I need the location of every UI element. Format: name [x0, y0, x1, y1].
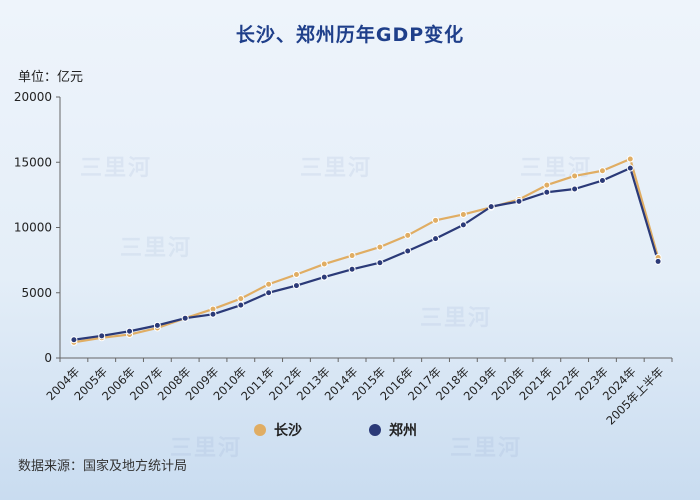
- series-line-changsha: [73, 157, 660, 344]
- data-point-changsha: [404, 231, 412, 239]
- data-point-zhengzhou: [237, 301, 245, 309]
- series-line-zhengzhou: [73, 167, 660, 341]
- data-point-zhengzhou: [265, 289, 273, 297]
- chart-title: 长沙、郑州历年GDP变化: [235, 24, 465, 46]
- data-point-zhengzhou: [153, 321, 161, 329]
- data-point-zhengzhou: [376, 259, 384, 267]
- y-tick-label: 10000: [14, 221, 52, 235]
- watermark: 三里河: [120, 236, 193, 261]
- data-point-zhengzhou: [126, 327, 134, 335]
- watermark: 三里河: [520, 156, 593, 181]
- unit-label: 单位：亿元: [18, 70, 84, 85]
- y-tick-label: 20000: [14, 90, 52, 104]
- legend-marker-changsha: [254, 424, 266, 436]
- data-point-changsha: [292, 270, 300, 278]
- data-point-zhengzhou: [487, 203, 495, 211]
- data-point-zhengzhou: [209, 310, 217, 318]
- data-point-zhengzhou: [459, 221, 467, 229]
- data-point-zhengzhou: [571, 185, 579, 193]
- data-point-zhengzhou: [292, 282, 300, 290]
- y-tick-label: 5000: [21, 286, 52, 300]
- data-point-changsha: [376, 243, 384, 251]
- data-point-changsha: [432, 216, 440, 224]
- data-point-changsha: [543, 181, 551, 189]
- data-point-changsha: [571, 172, 579, 180]
- data-point-changsha: [265, 280, 273, 288]
- data-point-changsha: [459, 210, 467, 218]
- data-point-zhengzhou: [598, 177, 606, 185]
- y-tick-label: 15000: [14, 155, 52, 169]
- watermark: 三里河: [300, 156, 373, 181]
- data-point-zhengzhou: [515, 197, 523, 205]
- data-source: 数据来源：国家及地方统计局: [18, 459, 188, 474]
- data-point-changsha: [626, 155, 634, 163]
- data-point-zhengzhou: [181, 314, 189, 322]
- data-point-zhengzhou: [98, 332, 106, 340]
- data-point-zhengzhou: [626, 164, 634, 172]
- data-point-zhengzhou: [404, 247, 412, 255]
- legend-label-changsha: 长沙: [274, 422, 302, 439]
- data-point-changsha: [320, 260, 328, 268]
- data-point-changsha: [348, 252, 356, 260]
- y-tick-label: 0: [44, 351, 52, 365]
- data-point-changsha: [598, 167, 606, 175]
- watermark: 三里河: [450, 436, 523, 461]
- watermark: 三里河: [420, 306, 493, 331]
- data-point-changsha: [237, 295, 245, 303]
- data-point-zhengzhou: [70, 336, 78, 344]
- watermark: 三里河: [80, 156, 153, 181]
- data-point-zhengzhou: [543, 188, 551, 196]
- data-point-zhengzhou: [320, 273, 328, 281]
- data-point-zhengzhou: [348, 265, 356, 273]
- legend-label-zhengzhou: 郑州: [389, 422, 417, 439]
- data-point-zhengzhou: [654, 257, 662, 265]
- data-point-zhengzhou: [432, 235, 440, 243]
- legend-marker-zhengzhou: [369, 424, 381, 436]
- watermark: 三里河: [170, 436, 243, 461]
